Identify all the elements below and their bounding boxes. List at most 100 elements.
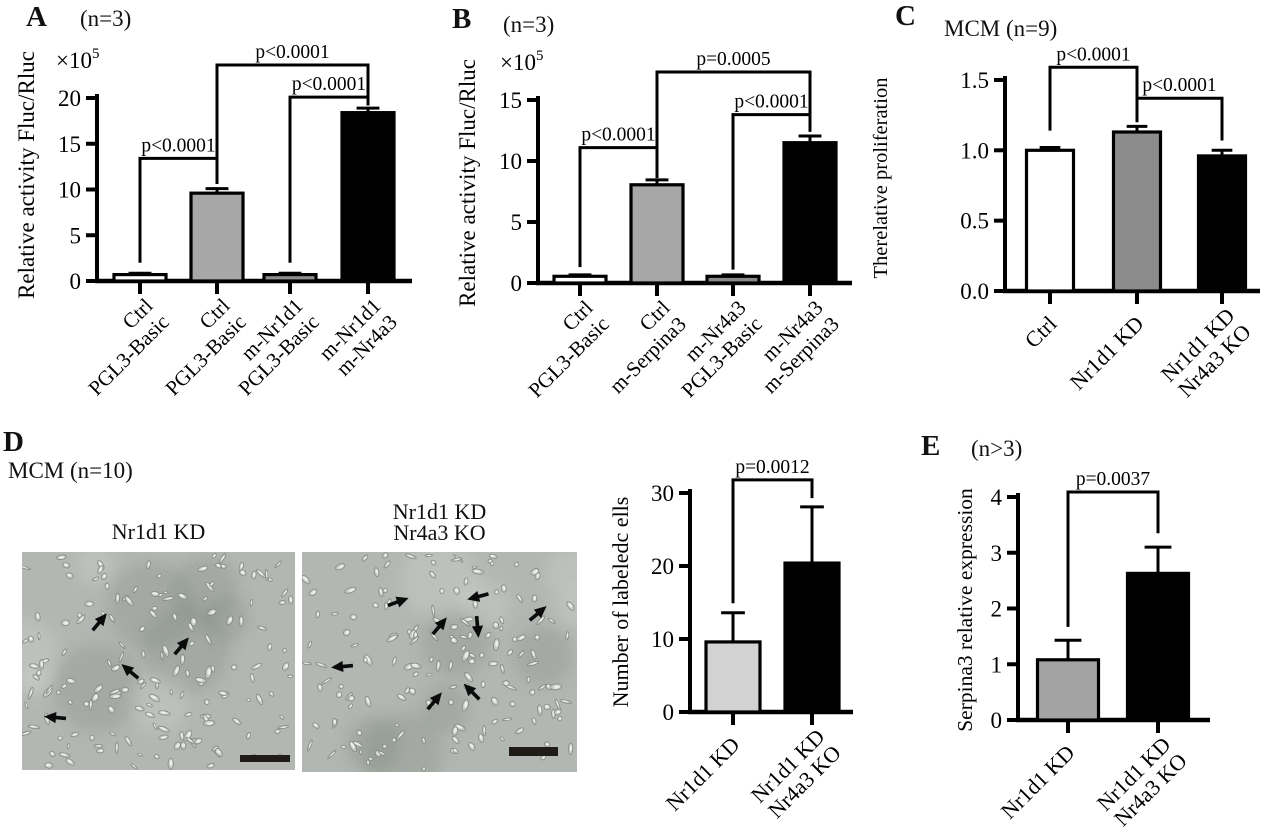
y-tick-label: 0 (511, 271, 523, 296)
y-tick-label: 2 (991, 597, 1003, 622)
y-tick-label: 30 (651, 481, 674, 506)
bar (1196, 154, 1248, 293)
p-value-label: p<0.0001 (1142, 75, 1216, 96)
cell-arrow (463, 683, 481, 701)
bar (783, 561, 841, 714)
y-tick-label: 1.5 (960, 68, 989, 93)
micrograph-2-title: Nr1d1 KD Nr4a3 KO (302, 499, 577, 545)
micrograph-2-title-line: Nr1d1 KD (392, 499, 487, 524)
x-category-label: Ctrl (1020, 311, 1062, 353)
y-tick-label: 5 (70, 223, 82, 248)
cell-arrow (426, 692, 442, 711)
y-tick-label: 10 (651, 627, 674, 652)
y-axis-multiplier: ×105 (500, 48, 543, 75)
y-tick-label: 0 (70, 269, 82, 294)
bar (782, 141, 838, 285)
cell-arrow (467, 591, 489, 602)
p-value-label: p=0.0012 (735, 457, 809, 478)
significance-bracket (215, 63, 370, 183)
significance-bracket (1066, 490, 1160, 627)
panel-D-letter: D (3, 426, 24, 458)
x-category-label: m-Nr4a3m-Serpina3 (741, 296, 844, 399)
p-value-label: p=0.0005 (696, 49, 770, 70)
cell-arrow (431, 617, 447, 636)
scale-bar (240, 755, 290, 762)
significance-bracket (655, 70, 812, 170)
panel-B-note: (n=3) (503, 12, 555, 37)
y-tick-label: 3 (991, 541, 1003, 566)
cell-arrow (331, 660, 354, 673)
bar (262, 272, 318, 283)
y-tick-label: 1.0 (960, 138, 989, 163)
y-axis-title: Number of labeledc ells (608, 497, 633, 708)
x-category-label: CtrlPGL3-Basic (67, 293, 174, 400)
y-tick-label: 0 (663, 700, 675, 725)
bar (1024, 148, 1076, 293)
y-axis-multiplier: ×105 (56, 46, 99, 73)
panel-C-letter: C (895, 0, 916, 32)
bar (189, 191, 245, 283)
x-category-label: CtrlPGL3-Basic (507, 295, 614, 402)
panel-E-letter: E (921, 430, 941, 462)
bar (629, 183, 685, 285)
panel-C-note: MCM (n=9) (944, 16, 1058, 41)
scale-bar (509, 747, 558, 756)
y-tick-label: 4 (991, 485, 1003, 510)
bar (340, 111, 396, 283)
panel-D-chart: 0 10 20 30 Nr1d1 KD Nr1d1 KDNr4a3 KO p=0.0012 N… (608, 457, 853, 824)
y-tick-label: 5 (511, 210, 523, 235)
y-tick-label: 20 (651, 554, 674, 579)
bar (1035, 658, 1101, 722)
p-value-label: p=0.0037 (1076, 469, 1151, 490)
cell-arrow (387, 596, 409, 608)
x-category-label: Nr1d1 KD (661, 732, 745, 816)
p-value-label: p<0.0001 (581, 125, 655, 146)
x-category-label: Nr1d1 KDNr4a3 KO (746, 724, 846, 824)
panel-E-note: (n>3) (971, 436, 1023, 461)
p-value-label: p<0.0001 (1056, 44, 1130, 65)
y-axis-title: Therelative proliferation (870, 78, 892, 279)
p-value-label: p<0.0001 (141, 135, 215, 156)
x-category-label: Nr1d1 KDNr4a3 KO (1156, 303, 1256, 403)
panel-A-note: (n=3) (80, 6, 132, 31)
cell-arrow (528, 606, 547, 622)
panel-A-letter: A (26, 1, 47, 33)
panel-B-letter: B (452, 3, 472, 35)
panel-E-chart: 0 1 2 3 4 Nr1d1 KD Nr1d1 KDNr4a3 KO p=0.0037 Ser… (953, 469, 1210, 831)
y-tick-label: 10 (499, 149, 522, 174)
x-category-label: Nr1d1 KD (996, 740, 1080, 824)
p-value-label: p<0.0001 (292, 74, 366, 95)
bar (552, 274, 608, 285)
significance-bracket (1135, 96, 1224, 141)
x-category-label: m-Nr1d1m-Nr4a3 (314, 294, 402, 382)
micrograph-2 (302, 552, 577, 772)
bar (705, 274, 761, 285)
cell-arrow (173, 637, 189, 656)
y-tick-label: 10 (58, 178, 81, 203)
micrograph-2-title-line: Nr4a3 KO (393, 520, 486, 545)
x-category-label: Nr1d1 KD (1065, 311, 1149, 395)
significance-bracket (731, 113, 812, 270)
y-tick-label: 0.5 (960, 209, 989, 234)
cell-arrow (471, 615, 484, 638)
p-value-label: p<0.0001 (734, 92, 808, 113)
y-tick-label: 15 (499, 88, 522, 113)
significance-bracket (1048, 65, 1139, 131)
micrograph-1-title: Nr1d1 KD (22, 521, 295, 543)
micrograph-1 (22, 552, 295, 770)
y-tick-label: 0 (991, 708, 1003, 733)
panel-D-note: MCM (n=10) (8, 458, 133, 483)
x-category-label: m-Nr4a3PGL3-Basic (660, 296, 767, 403)
cell-arrow (121, 664, 140, 680)
significance-bracket (731, 478, 814, 604)
x-category-label: Ctrlm-Serpina3 (588, 295, 691, 398)
y-tick-label: 20 (58, 86, 81, 111)
y-tick-label: 1 (991, 652, 1003, 677)
y-tick-label: 15 (58, 132, 81, 157)
y-axis-title: Serpina3 relative expression (953, 488, 977, 732)
cell-arrow (44, 711, 67, 724)
